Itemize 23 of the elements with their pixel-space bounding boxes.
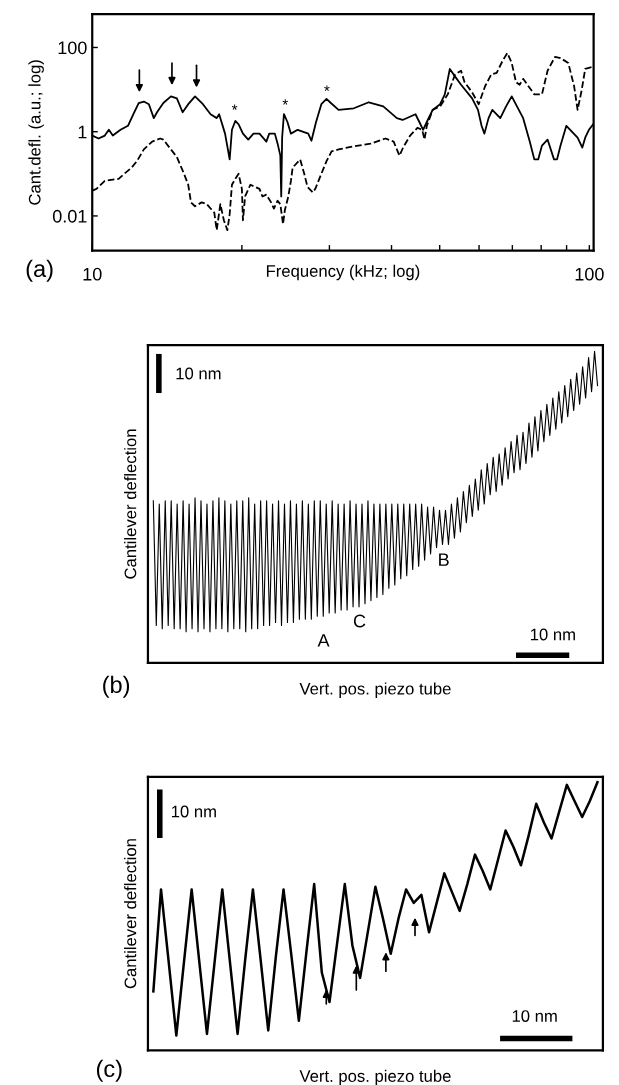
y-tick-label: 0.01	[52, 209, 87, 223]
x-axis-title: Vert. pos. piezo tube	[299, 1069, 451, 1085]
text: (a)	[26, 259, 53, 282]
y-axis-title: Cantilever deflection	[124, 839, 137, 989]
annotation: *	[231, 104, 238, 110]
y-axis-title: Cant.defl. (a.u.; log)	[28, 60, 44, 205]
y-axis-title: Cantilever deflection	[124, 429, 137, 579]
annotation: A	[317, 634, 330, 647]
annotation: B	[439, 553, 449, 566]
annotation: 10 nm	[530, 628, 575, 641]
annotation: *	[324, 85, 330, 91]
annotation: 10 nm	[512, 1010, 557, 1022]
annotation: C	[353, 614, 366, 628]
x-tick-label: 10	[83, 267, 102, 281]
y-tick-label: 1	[78, 125, 87, 139]
annotation: *	[282, 99, 288, 105]
x-axis-title: Vert. pos. piezo tube	[299, 682, 451, 698]
annotation: 10 nm	[176, 367, 221, 380]
text: (c)	[96, 1059, 122, 1082]
annotation: 10 nm	[171, 805, 216, 818]
y-tick-label: 100	[58, 41, 87, 55]
x-axis-title: Frequency (kHz; log)	[266, 264, 420, 281]
text: (b)	[103, 675, 130, 698]
